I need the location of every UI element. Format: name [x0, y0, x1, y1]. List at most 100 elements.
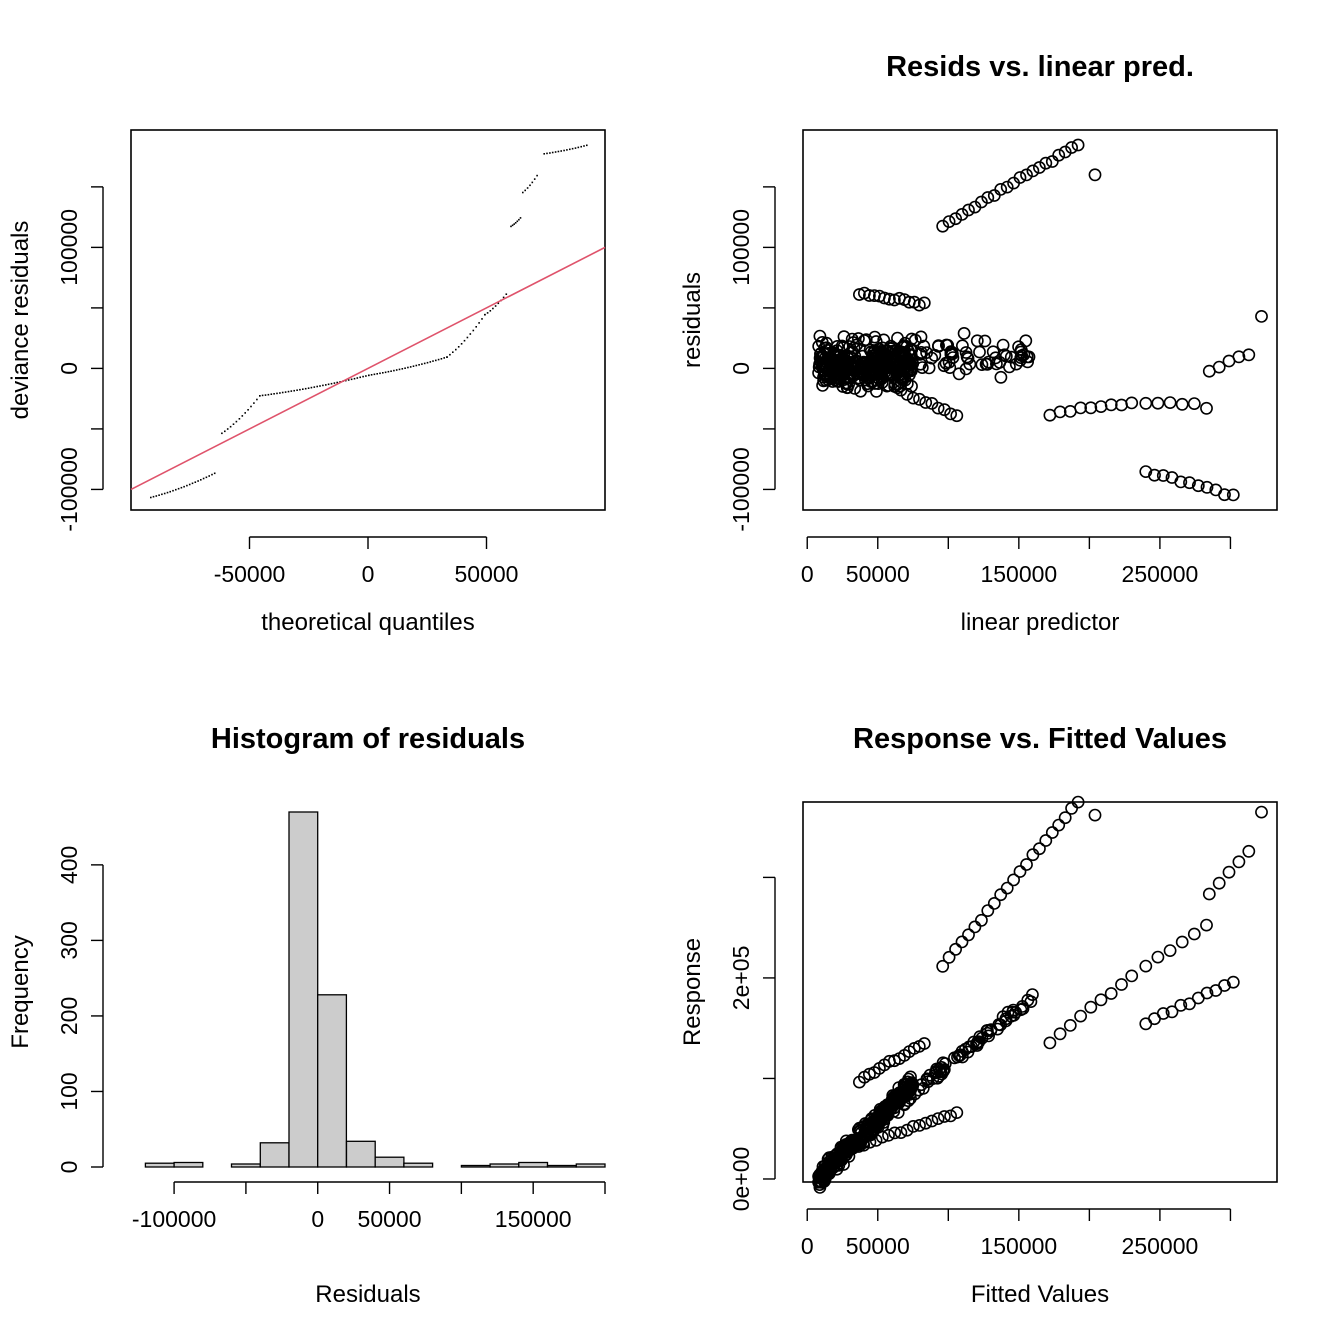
qq-y-tick-label: -100000 — [56, 447, 82, 531]
resp-point — [1052, 818, 1066, 832]
qq-point — [325, 384, 327, 386]
resp-point — [1104, 987, 1118, 1000]
hist-bar — [144, 1162, 175, 1168]
qq-point — [281, 391, 284, 394]
resp-point — [1063, 1019, 1077, 1032]
hist-bar — [173, 1161, 204, 1168]
resp-point — [1183, 997, 1196, 1011]
resp-x-tick-label: 0 — [801, 1233, 814, 1259]
resid-point — [882, 378, 895, 392]
resp-point — [950, 1106, 964, 1119]
resid-point — [1058, 145, 1072, 159]
resid-point — [1074, 401, 1087, 415]
qq-point — [313, 386, 316, 388]
hist-x-tick-label: -100000 — [132, 1206, 216, 1232]
resp-point — [1125, 969, 1139, 983]
qq-point — [205, 476, 208, 479]
resp-point — [1045, 826, 1059, 839]
hist-bar — [518, 1161, 549, 1168]
qq-point — [513, 223, 515, 225]
resid-point — [863, 289, 876, 302]
qq-point — [150, 496, 152, 499]
resid-point — [891, 331, 904, 345]
qq-point — [466, 336, 469, 339]
resp-point — [1200, 918, 1213, 932]
resp-point — [975, 913, 988, 927]
qq-point — [180, 486, 183, 489]
resp-point — [968, 920, 982, 934]
resp-point — [904, 1070, 917, 1084]
resid-point — [956, 339, 969, 353]
resid-point — [1139, 465, 1153, 478]
qq-point — [510, 225, 512, 228]
qq-point — [531, 181, 534, 184]
qq-reference-line — [130, 246, 606, 491]
qq-x-tick-label: 50000 — [455, 561, 519, 587]
hist-y-tick-label: 0 — [56, 1161, 82, 1174]
hist-y-tick-label: 200 — [56, 997, 82, 1035]
resid-point — [975, 195, 988, 209]
resid-point — [1065, 141, 1078, 154]
resp-point — [869, 1133, 883, 1147]
hist-x-tick-label: 50000 — [358, 1206, 422, 1232]
resp-point — [937, 1063, 951, 1076]
qq-point — [395, 369, 398, 371]
qq-point — [437, 358, 440, 361]
qq-point — [264, 394, 267, 396]
qq-point — [497, 302, 500, 305]
qq-point — [200, 479, 202, 481]
qq-point — [155, 495, 158, 497]
qq-point — [247, 409, 249, 411]
qq-point — [478, 322, 480, 324]
resp-point — [999, 1012, 1013, 1026]
resid-point — [928, 348, 942, 362]
resid-point — [1084, 401, 1098, 415]
resp-point — [906, 1120, 920, 1133]
qq-point — [423, 362, 426, 365]
qq-point — [353, 377, 356, 380]
resid-point — [902, 347, 916, 361]
resid-point — [888, 380, 902, 393]
qq-point — [536, 174, 538, 177]
resid-point — [963, 357, 977, 371]
qq-point — [415, 364, 418, 367]
qq-point — [175, 488, 177, 491]
resp-point — [1074, 1009, 1087, 1023]
resp-point — [949, 942, 962, 956]
hist-bar — [374, 1156, 405, 1168]
hist-bar — [460, 1164, 491, 1168]
resid-point — [869, 373, 883, 387]
resid-point — [981, 191, 995, 204]
qq-point — [382, 372, 384, 374]
resid-point — [1156, 469, 1170, 482]
resp-point — [1218, 979, 1231, 992]
resp-point — [857, 1138, 871, 1152]
resid-y-tick-label: 100000 — [728, 209, 754, 286]
qq-point — [529, 184, 531, 187]
resp-x-tick-label: 50000 — [846, 1233, 910, 1259]
qq-point — [569, 148, 571, 151]
qq-point — [455, 348, 457, 351]
qq-point — [574, 147, 577, 149]
resid-point — [917, 296, 931, 310]
resid-point — [973, 345, 986, 359]
qq-point — [516, 220, 519, 223]
hist-xlabel: Residuals — [315, 1281, 420, 1308]
resid-point — [832, 375, 845, 388]
qq-point — [261, 394, 264, 397]
qq-point — [577, 146, 580, 149]
qq-point — [486, 312, 489, 314]
resid-point — [833, 356, 847, 370]
resp-point — [1026, 848, 1040, 862]
resp-point — [1039, 834, 1053, 847]
resp-point — [1222, 865, 1236, 879]
resp-point — [1151, 950, 1165, 964]
qq-point — [472, 329, 475, 332]
resp-point — [931, 1112, 945, 1125]
resp-point — [1084, 1000, 1098, 1014]
resid-point — [1026, 164, 1040, 178]
resp-point — [1043, 1036, 1057, 1050]
resid-point — [1125, 396, 1139, 410]
qq-point — [152, 495, 155, 498]
panel-histogram: Histogram of residuals -100000 0 50000 1500… — [7, 723, 606, 1308]
